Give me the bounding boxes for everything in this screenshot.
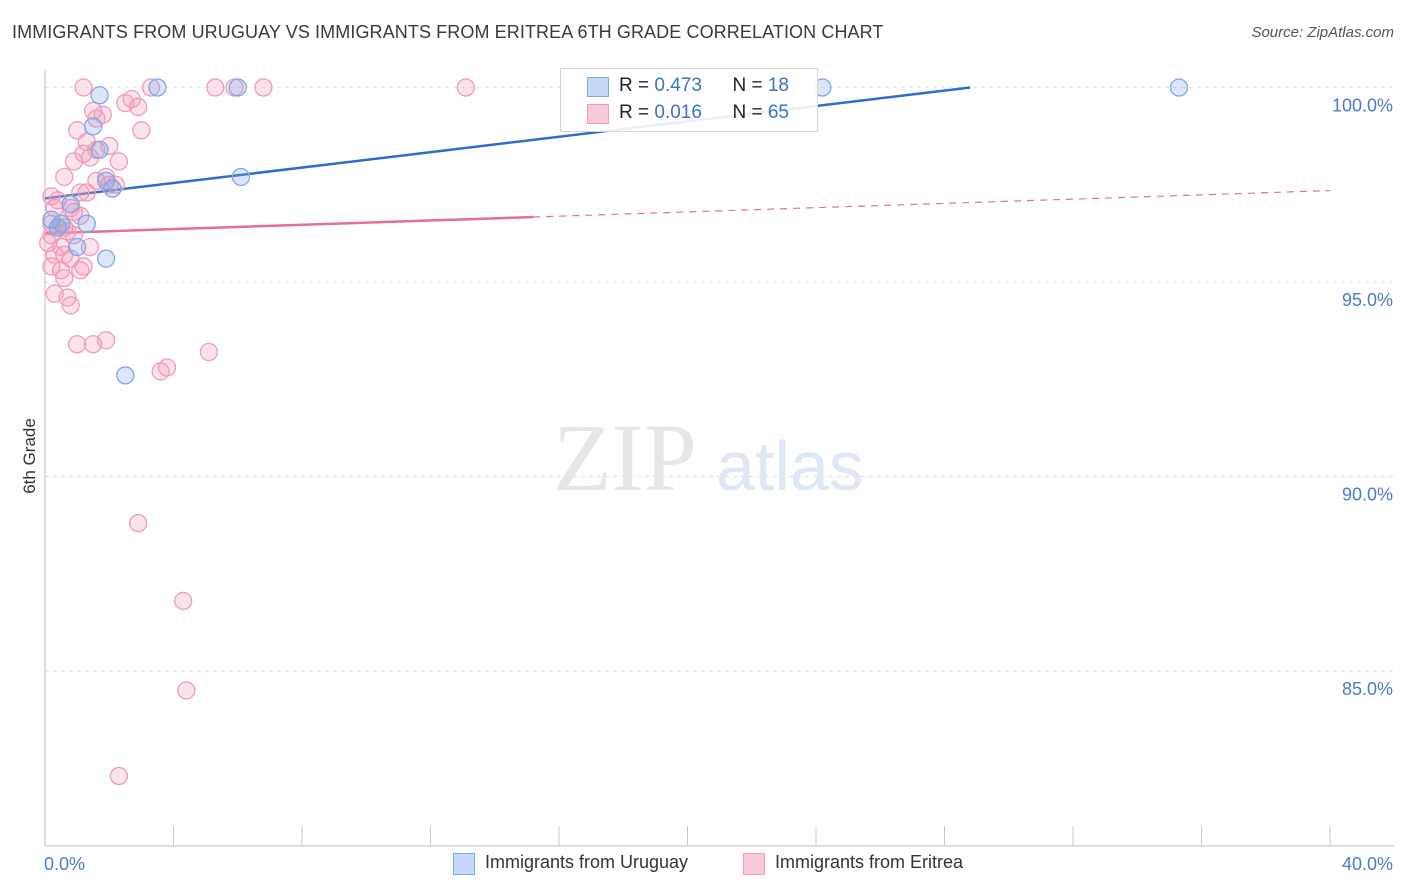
legend-r-value-eritrea: 0.016 — [654, 102, 702, 123]
data-point-uruguay — [90, 140, 109, 159]
data-point-uruguay — [228, 78, 247, 97]
watermark: ZIP atlas — [553, 404, 864, 511]
data-point-eritrea — [61, 296, 80, 315]
bottom-legend-label-eritrea: Immigrants from Eritrea — [775, 852, 964, 872]
data-point-eritrea — [177, 681, 196, 700]
x-tick-label-max: 40.0% — [1342, 854, 1393, 874]
trend-line-extension — [533, 189, 1331, 218]
bottom-legend-swatch-eritrea — [743, 853, 765, 875]
trend-line-eritrea — [44, 215, 534, 235]
data-point-uruguay — [77, 214, 96, 233]
data-point-eritrea — [42, 257, 61, 276]
data-point-uruguay — [231, 167, 251, 187]
data-point-eritrea — [141, 78, 161, 97]
data-point-uruguay — [116, 366, 135, 385]
data-point-uruguay — [84, 117, 103, 136]
data-point-eritrea — [93, 105, 112, 124]
trend-line-uruguay — [44, 86, 971, 200]
y-tick-label: 95.0% — [1342, 290, 1393, 310]
data-point-eritrea — [122, 90, 141, 109]
data-point-eritrea — [64, 152, 84, 171]
legend-n-value-uruguay: 18 — [767, 75, 789, 96]
correlation-legend: R = 0.473 N = 18 R = 0.016 N = 65 — [560, 68, 818, 132]
data-point-uruguay — [67, 237, 87, 257]
data-point-eritrea — [206, 78, 225, 97]
data-point-eritrea — [109, 766, 129, 786]
data-point-eritrea — [157, 358, 177, 377]
legend-r-label: R = — [619, 102, 655, 123]
legend-swatch-eritrea — [587, 104, 609, 124]
label-layer: 6th Grade 0.0% 40.0% 85.0% 90.0% 95.0% 100.… — [20, 96, 1393, 874]
data-point-eritrea — [199, 342, 218, 362]
bottom-legend-swatch-uruguay — [453, 853, 475, 875]
data-point-eritrea — [74, 78, 93, 97]
data-point-eritrea — [77, 183, 96, 202]
data-point-uruguay — [61, 195, 80, 214]
y-axis-title: 6th Grade — [20, 418, 39, 494]
legend-n-value-eritrea: 65 — [767, 102, 789, 123]
watermark-atlas: atlas — [716, 427, 864, 505]
data-point-eritrea — [254, 78, 273, 97]
points-layer — [39, 78, 1189, 786]
data-point-uruguay — [1169, 78, 1189, 97]
data-point-eritrea — [55, 268, 74, 288]
data-point-eritrea — [129, 514, 148, 533]
data-point-uruguay — [148, 78, 167, 97]
y-tick-label: 100.0% — [1332, 96, 1393, 116]
data-point-eritrea — [55, 167, 74, 187]
legend-r-label: R = — [619, 75, 655, 96]
data-point-eritrea — [456, 78, 475, 97]
data-point-uruguay — [96, 249, 116, 268]
x-tick-label-min: 0.0% — [44, 854, 85, 874]
watermark-zip: ZIP — [553, 404, 697, 511]
bottom-legend-label-uruguay: Immigrants from Uruguay — [485, 852, 689, 872]
chart-title: IMMIGRANTS FROM URUGUAY VS IMMIGRANTS FR… — [12, 22, 884, 42]
data-point-eritrea — [67, 335, 87, 354]
data-point-uruguay — [103, 179, 122, 198]
data-point-eritrea — [64, 226, 84, 245]
y-tick-label: 90.0% — [1342, 484, 1393, 504]
data-point-eritrea — [74, 257, 93, 276]
axis-layer — [44, 70, 1394, 847]
data-point-eritrea — [80, 237, 100, 257]
data-point-eritrea — [173, 591, 193, 611]
y-tick-label: 85.0% — [1342, 679, 1393, 699]
data-point-eritrea — [132, 121, 151, 140]
data-point-uruguay — [51, 214, 71, 233]
data-point-eritrea — [109, 152, 129, 171]
data-point-eritrea — [96, 331, 116, 350]
data-point-uruguay — [90, 86, 109, 105]
legend-swatch-uruguay — [587, 77, 609, 97]
legend-n-label: N = — [732, 102, 768, 123]
data-point-eritrea — [71, 183, 90, 202]
chart-source: Source: ZipAtlas.com — [1251, 24, 1394, 41]
legend-r-value-uruguay: 0.473 — [654, 75, 702, 96]
legend-n-label: N = — [732, 75, 768, 96]
